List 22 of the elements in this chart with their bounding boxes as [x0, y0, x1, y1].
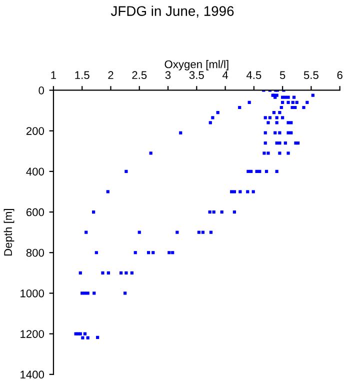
- x-tick-label: 1.5: [75, 71, 90, 80]
- y-axis-title: Depth [m]: [4, 209, 14, 256]
- y-tick-label: 400: [26, 168, 44, 176]
- x-tick-label: 3.5: [189, 71, 204, 80]
- x-tick-label: 4.5: [246, 71, 262, 80]
- y-tick-label: 600: [26, 208, 44, 216]
- y-tick-label: 1000: [20, 289, 44, 298]
- x-tick-label: 1: [51, 71, 56, 79]
- x-tick-label: 3: [165, 71, 171, 80]
- x-tick-label: 5: [280, 71, 286, 80]
- y-tick-label: 800: [26, 248, 44, 257]
- y-tick-label: 1400: [20, 370, 44, 379]
- x-tick-label: 6: [337, 71, 342, 80]
- chart-title: JFDG in June, 1996: [110, 6, 234, 18]
- x-tick-label: 4: [222, 71, 228, 79]
- y-tick-label: 0: [38, 86, 44, 94]
- x-axis-title: Oxygen [ml/l]: [164, 60, 228, 70]
- x-tick-label: 2.5: [132, 71, 147, 80]
- y-tick-label: 200: [26, 127, 44, 135]
- y-tick-label: 1200: [20, 330, 44, 338]
- x-tick-label: 2: [108, 71, 114, 79]
- x-tick-label: 5.5: [304, 71, 318, 80]
